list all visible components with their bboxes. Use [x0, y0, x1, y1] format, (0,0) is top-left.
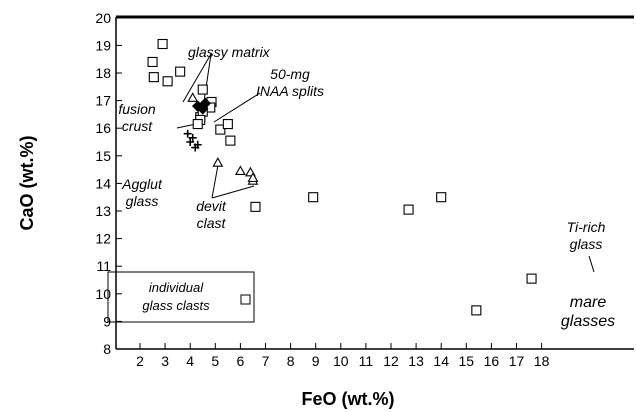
- x-tick-label: 2: [136, 353, 144, 369]
- point-glass-clast: [197, 84, 208, 95]
- data-points: [147, 38, 537, 316]
- leader-glassy-matrix-1: [182, 53, 212, 103]
- annotation-ti-rich: Ti-rich: [567, 219, 606, 235]
- x-tick-label: 15: [459, 353, 475, 369]
- point-glass-clast: [147, 56, 158, 68]
- annotation-inaa-splits: INAA splits: [256, 83, 324, 99]
- x-tick-group: 2 3 4 5 6 7 8 9 10 11 12 13 14 15 16 17 18: [136, 343, 550, 369]
- point-glass-clast: [471, 305, 482, 316]
- annotation-clast: clast: [197, 215, 227, 231]
- x-tick-label: 5: [211, 353, 219, 369]
- legend-box: [107, 271, 255, 323]
- x-tick-label: 8: [287, 353, 295, 369]
- point-glass-clast: [225, 135, 236, 146]
- annotation-crust: crust: [122, 118, 153, 134]
- x-tick-label: 12: [383, 353, 399, 369]
- y-tick-label: 12: [95, 231, 111, 247]
- y-tick-label: 15: [95, 148, 111, 164]
- point-devit-clast: [234, 165, 246, 176]
- leader-ti-rich: [588, 255, 595, 273]
- point-glass-clast: [308, 192, 319, 203]
- point-glass-clast: [436, 192, 447, 203]
- point-glass-clast: [403, 204, 414, 215]
- legend-text-line1: individual: [149, 280, 204, 295]
- y-tick-label: 19: [95, 37, 111, 53]
- point-glass-clast: [526, 273, 537, 284]
- annotation-devit: devit: [196, 198, 227, 214]
- point-glass-clast: [162, 76, 173, 87]
- x-tick-label: 16: [484, 353, 500, 369]
- x-tick-label: 14: [433, 353, 449, 369]
- x-tick-label: 4: [186, 353, 194, 369]
- x-tick-label: 9: [312, 353, 320, 369]
- legend-text-line2: glass clasts: [142, 298, 210, 313]
- x-tick-label: 10: [333, 353, 349, 369]
- point-glass-clast: [215, 124, 226, 135]
- annotation-leaders: [176, 53, 595, 273]
- annotation-mare-glasses: glasses: [561, 313, 615, 330]
- y-tick-group: 8 9 10 11 12 13 14 15 16 17 18 19 20: [95, 10, 122, 357]
- y-tick-label: 11: [96, 258, 111, 274]
- point-glass-clast: [192, 119, 203, 130]
- point-agglut-glass: [188, 133, 197, 142]
- y-axis-title: CaO (wt.%): [17, 135, 37, 230]
- annotation-agglut: Agglut: [121, 176, 163, 192]
- point-glass-clast: [157, 38, 168, 50]
- annotation-ti-rich-glass: glass: [570, 236, 603, 252]
- annotation-agglut-glass: glass: [126, 193, 159, 209]
- point-devit-clast: [187, 92, 199, 102]
- leader-devit-1: [211, 164, 219, 199]
- x-tick-label: 11: [359, 353, 374, 369]
- point-inaa-split: [199, 97, 211, 110]
- point-glass-clast: [148, 72, 159, 83]
- annotation-50mg: 50-mg: [270, 66, 310, 82]
- x-tick-label: 17: [509, 353, 525, 369]
- x-tick-label: 6: [237, 353, 245, 369]
- y-tick-label: 14: [95, 175, 111, 191]
- point-agglut-glass: [183, 129, 192, 138]
- y-tick-label: 10: [95, 286, 111, 302]
- point-devit-clast: [247, 172, 259, 182]
- annotation-glassy-matrix: glassy matrix: [188, 44, 271, 60]
- point-glass-clast: [222, 119, 233, 130]
- leader-devit-2: [211, 185, 255, 199]
- point-agglut-glass: [186, 138, 195, 146]
- y-tick-label: 16: [95, 120, 111, 136]
- y-tick-label: 17: [95, 93, 111, 109]
- point-agglut-glass: [193, 140, 202, 149]
- point-devit-clast: [212, 157, 224, 167]
- y-tick-label: 8: [103, 341, 111, 357]
- annotation-mare: mare: [570, 294, 607, 311]
- x-tick-label: 18: [534, 353, 550, 369]
- leader-inaa-splits: [213, 92, 261, 123]
- legend-square-marker: [240, 294, 251, 305]
- x-tick-label: 13: [408, 353, 424, 369]
- x-tick-label: 7: [262, 353, 270, 369]
- point-glass-clast: [250, 201, 261, 212]
- y-tick-label: 9: [103, 313, 111, 329]
- y-tick-label: 13: [95, 203, 111, 219]
- x-axis-title: FeO (wt.%): [302, 389, 395, 409]
- y-tick-label: 20: [95, 10, 111, 26]
- annotation-fusion: fusion: [118, 101, 156, 117]
- point-glass-clast: [175, 66, 186, 77]
- y-tick-label: 18: [95, 65, 111, 81]
- x-tick-label: 3: [161, 353, 169, 369]
